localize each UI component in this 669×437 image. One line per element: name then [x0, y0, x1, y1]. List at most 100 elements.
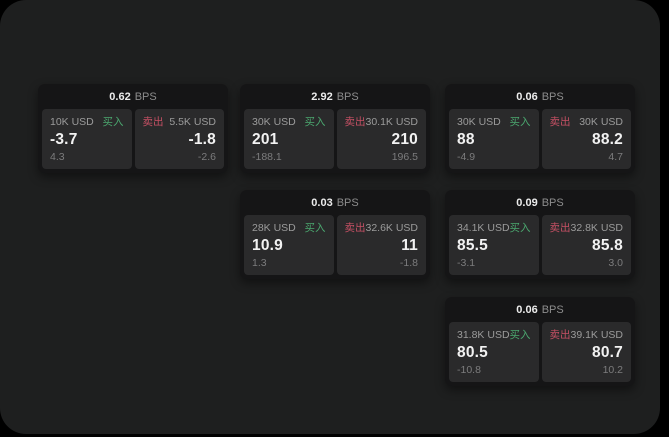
card-bps-header: 0.06 BPS	[445, 297, 635, 322]
buy-quote-tile[interactable]: 10K USD 买入 -3.7 4.3	[42, 109, 132, 169]
sell-notional-label: 32.6K USD	[365, 222, 419, 234]
buy-tile-top: 10K USD 买入	[50, 116, 124, 128]
card-bps-header: 0.06 BPS	[445, 84, 635, 109]
sell-notional-label: 32.8K USD	[570, 222, 624, 234]
bps-unit-label: BPS	[134, 90, 157, 103]
sell-price-value: 11	[401, 237, 418, 254]
quote-grid: 0.62 BPS 10K USD 买入 -3.7 4.3 卖出 5.5K USD…	[38, 84, 635, 386]
sell-quote-tile[interactable]: 卖出 30K USD 88.2 4.7	[541, 109, 631, 169]
app-window: 0.62 BPS 10K USD 买入 -3.7 4.3 卖出 5.5K USD…	[0, 0, 660, 434]
buy-quote-tile[interactable]: 30K USD 买入 88 -4.9	[449, 109, 539, 169]
bps-unit-label: BPS	[541, 303, 564, 316]
sell-notional-label: 5.5K USD	[169, 116, 216, 128]
buy-notional-label: 10K USD	[50, 116, 94, 128]
buy-side-label: 买入	[509, 222, 531, 234]
buy-delta-value: -10.8	[457, 364, 481, 376]
buy-notional-label: 28K USD	[252, 222, 296, 234]
bps-unit-label: BPS	[541, 196, 564, 209]
buy-delta-value: -188.1	[252, 151, 282, 163]
bps-value: 0.03	[311, 196, 333, 209]
quote-tiles: 10K USD 买入 -3.7 4.3 卖出 5.5K USD -1.8 -2.…	[38, 109, 228, 169]
buy-price-value: 80.5	[457, 344, 488, 361]
card-bps-header: 0.62 BPS	[38, 84, 228, 109]
buy-delta-value: -4.9	[457, 151, 476, 163]
buy-tile-top: 28K USD 买入	[252, 222, 326, 234]
sell-tile-top: 卖出 32.6K USD	[345, 222, 419, 234]
bps-value: 0.06	[516, 303, 538, 316]
buy-delta-value: 1.3	[252, 257, 267, 269]
buy-tile-top: 30K USD 买入	[457, 116, 531, 128]
sell-quote-tile[interactable]: 卖出 39.1K USD 80.7 10.2	[541, 322, 631, 382]
sell-notional-label: 30K USD	[579, 116, 623, 128]
sell-price-value: -1.8	[188, 131, 216, 148]
sell-side-label: 卖出	[142, 116, 164, 128]
sell-price-value: 88.2	[592, 131, 623, 148]
buy-tile-top: 34.1K USD 买入	[457, 222, 531, 234]
buy-notional-label: 31.8K USD	[457, 329, 510, 341]
buy-price-value: -3.7	[50, 131, 78, 148]
quote-tiles: 34.1K USD 买入 85.5 -3.1 卖出 32.8K USD 85.8…	[445, 215, 635, 275]
buy-price-value: 88	[457, 131, 475, 148]
sell-price-value: 85.8	[592, 237, 623, 254]
buy-notional-label: 30K USD	[457, 116, 501, 128]
buy-quote-tile[interactable]: 30K USD 买入 201 -188.1	[244, 109, 334, 169]
bps-value: 0.06	[516, 90, 538, 103]
buy-price-value: 85.5	[457, 237, 488, 254]
buy-side-label: 买入	[102, 116, 124, 128]
sell-side-label: 卖出	[549, 329, 571, 341]
bps-value: 0.09	[516, 196, 538, 209]
buy-quote-tile[interactable]: 28K USD 买入 10.9 1.3	[244, 215, 334, 275]
sell-tile-top: 卖出 5.5K USD	[143, 116, 217, 128]
sell-delta-value: 10.2	[602, 364, 623, 376]
buy-tile-top: 30K USD 买入	[252, 116, 326, 128]
bps-unit-label: BPS	[541, 90, 564, 103]
quote-tiles: 30K USD 买入 88 -4.9 卖出 30K USD 88.2 4.7	[445, 109, 635, 169]
bps-unit-label: BPS	[336, 90, 359, 103]
quote-tiles: 30K USD 买入 201 -188.1 卖出 30.1K USD 210 1…	[240, 109, 430, 169]
sell-tile-top: 卖出 32.8K USD	[550, 222, 624, 234]
sell-side-label: 卖出	[549, 222, 571, 234]
sell-delta-value: -2.6	[197, 151, 216, 163]
sell-notional-label: 30.1K USD	[365, 116, 419, 128]
sell-quote-tile[interactable]: 卖出 32.6K USD 11 -1.8	[336, 215, 426, 275]
bps-unit-label: BPS	[336, 196, 359, 209]
sell-quote-tile[interactable]: 卖出 30.1K USD 210 196.5	[336, 109, 426, 169]
sell-side-label: 卖出	[344, 222, 366, 234]
buy-side-label: 买入	[304, 222, 326, 234]
bps-value: 2.92	[311, 90, 333, 103]
quote-tiles: 28K USD 买入 10.9 1.3 卖出 32.6K USD 11 -1.8	[240, 215, 430, 275]
buy-quote-tile[interactable]: 31.8K USD 买入 80.5 -10.8	[449, 322, 539, 382]
buy-notional-label: 30K USD	[252, 116, 296, 128]
sell-quote-tile[interactable]: 卖出 32.8K USD 85.8 3.0	[541, 215, 631, 275]
quote-card: 0.03 BPS 28K USD 买入 10.9 1.3 卖出 32.6K US…	[240, 190, 430, 279]
sell-tile-top: 卖出 30.1K USD	[345, 116, 419, 128]
sell-delta-value: 196.5	[391, 151, 418, 163]
buy-delta-value: -3.1	[457, 257, 476, 269]
sell-tile-top: 卖出 30K USD	[550, 116, 624, 128]
buy-side-label: 买入	[509, 116, 531, 128]
sell-price-value: 210	[391, 131, 418, 148]
buy-price-value: 10.9	[252, 237, 283, 254]
buy-delta-value: 4.3	[50, 151, 65, 163]
card-bps-header: 2.92 BPS	[240, 84, 430, 109]
quote-card: 0.06 BPS 31.8K USD 买入 80.5 -10.8 卖出 39.1…	[445, 297, 635, 386]
buy-tile-top: 31.8K USD 买入	[457, 329, 531, 341]
buy-price-value: 201	[252, 131, 279, 148]
card-bps-header: 0.09 BPS	[445, 190, 635, 215]
sell-quote-tile[interactable]: 卖出 5.5K USD -1.8 -2.6	[134, 109, 224, 169]
sell-price-value: 80.7	[592, 344, 623, 361]
quote-card: 0.09 BPS 34.1K USD 买入 85.5 -3.1 卖出 32.8K…	[445, 190, 635, 279]
sell-delta-value: -1.8	[399, 257, 418, 269]
sell-side-label: 卖出	[344, 116, 366, 128]
sell-notional-label: 39.1K USD	[570, 329, 624, 341]
sell-tile-top: 卖出 39.1K USD	[550, 329, 624, 341]
buy-quote-tile[interactable]: 34.1K USD 买入 85.5 -3.1	[449, 215, 539, 275]
buy-side-label: 买入	[509, 329, 531, 341]
sell-delta-value: 3.0	[608, 257, 623, 269]
sell-delta-value: 4.7	[608, 151, 623, 163]
sell-side-label: 卖出	[549, 116, 571, 128]
quote-card: 0.62 BPS 10K USD 买入 -3.7 4.3 卖出 5.5K USD…	[38, 84, 228, 173]
quote-card: 2.92 BPS 30K USD 买入 201 -188.1 卖出 30.1K …	[240, 84, 430, 173]
bps-value: 0.62	[109, 90, 131, 103]
quote-tiles: 31.8K USD 买入 80.5 -10.8 卖出 39.1K USD 80.…	[445, 322, 635, 382]
